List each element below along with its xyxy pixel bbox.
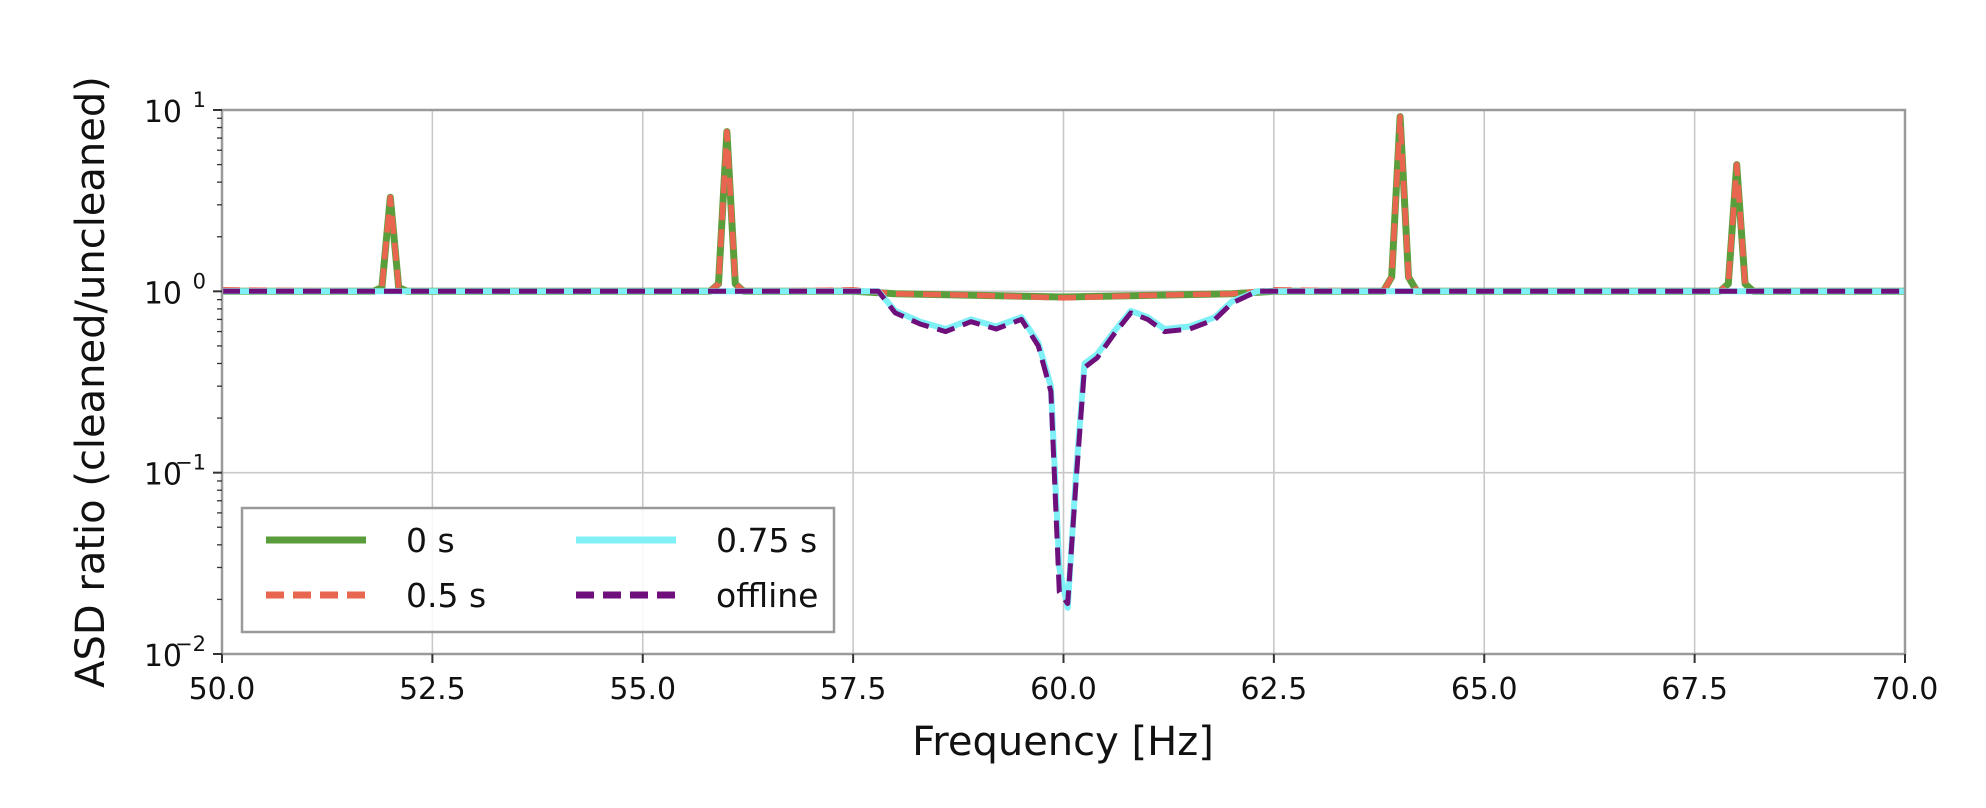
legend: 0 s 0.5 s 0.75 s offline: [240, 506, 836, 634]
x-tick-label: 60.0: [1030, 672, 1097, 707]
y-tick-label: 10: [144, 276, 182, 311]
x-axis: 50.0 52.5 55.0 57.5 60.0 62.5 65.0 67.5 70.0: [189, 654, 1939, 707]
legend-label-0-75s: 0.75 s: [716, 521, 817, 560]
x-tick-label: 52.5: [399, 672, 466, 707]
x-axis-title: Frequency [Hz]: [912, 719, 1214, 765]
y-tick-label: 10: [144, 639, 182, 674]
legend-label-0s: 0 s: [406, 521, 455, 560]
y-tick-exponent: 1: [193, 88, 206, 112]
x-tick-label: 62.5: [1240, 672, 1307, 707]
legend-label-0-5s: 0.5 s: [406, 576, 486, 615]
x-tick-label: 50.0: [189, 672, 256, 707]
y-axis-title: ASD ratio (cleaned/uncleaned): [68, 76, 114, 688]
legend-label-offline: offline: [716, 576, 818, 615]
legend-box: [240, 506, 836, 634]
y-tick-exponent: 0: [193, 269, 206, 293]
series-layer: [221, 113, 1905, 611]
x-tick-label: 57.5: [820, 672, 887, 707]
series-line-3: [222, 288, 1905, 606]
y-tick-exponent: −1: [175, 451, 206, 475]
y-tick-exponent: −2: [175, 632, 206, 656]
x-tick-label: 55.0: [609, 672, 676, 707]
x-tick-label: 70.0: [1872, 672, 1939, 707]
y-tick-label: 10: [144, 458, 182, 493]
x-tick-label: 65.0: [1451, 672, 1518, 707]
y-tick-label: 10: [144, 95, 182, 130]
x-tick-label: 67.5: [1661, 672, 1728, 707]
